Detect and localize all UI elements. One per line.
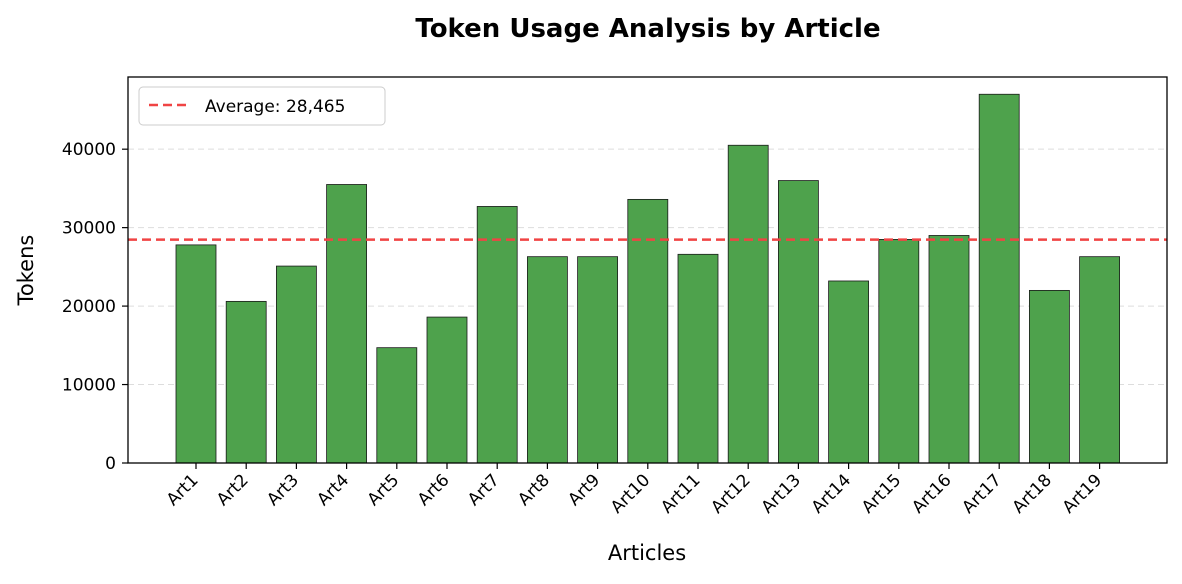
bar-art4 (326, 184, 368, 464)
x-tick-label: Art10 (607, 470, 654, 517)
x-tick-label: Art6 (414, 470, 454, 510)
x-tick-label: Art3 (263, 470, 303, 510)
x-tick-label: Art15 (858, 470, 905, 517)
x-axis: Art1 Art2 Art3 Art4 Art5 Art6 Art7 Art8 Art9 Art1… (163, 463, 1106, 518)
y-tick-label: 20000 (62, 297, 116, 317)
bar-art6 (426, 316, 468, 464)
bar-art15 (878, 239, 920, 464)
y-axis: 0 10000 20000 30000 40000 (62, 140, 128, 474)
x-tick-label: Art17 (958, 470, 1005, 517)
bar-art13 (778, 180, 819, 464)
x-tick-label: Art9 (564, 470, 604, 510)
x-tick-label: Art8 (514, 470, 554, 510)
bar-art11 (677, 253, 719, 464)
x-tick-label: Art1 (163, 470, 203, 510)
x-tick-label: Art2 (213, 470, 253, 510)
chart-title: Token Usage Analysis by Article (415, 14, 880, 44)
y-tick-label: 40000 (62, 140, 116, 160)
x-tick-label: Art12 (707, 470, 754, 517)
y-tick-label: 10000 (62, 376, 116, 396)
y-tick-label: 0 (105, 454, 116, 474)
bar-art7 (476, 206, 518, 464)
bar-art10 (627, 198, 669, 464)
x-tick-label: Art13 (758, 470, 805, 517)
bar-art14 (828, 280, 869, 464)
x-tick-label: Art7 (464, 470, 504, 510)
bar-art12 (727, 144, 769, 464)
bar-art2 (225, 300, 267, 464)
bar-art19 (1079, 256, 1120, 464)
legend-average-label: Average: 28,465 (205, 97, 345, 117)
x-tick-label: Art11 (657, 470, 704, 517)
x-axis-label: Articles (608, 541, 686, 565)
x-tick-label: Art4 (313, 470, 353, 510)
bar-art3 (275, 265, 317, 464)
bar-art5 (376, 347, 418, 464)
bar-art9 (577, 256, 618, 464)
bar-art1 (175, 244, 217, 464)
bar-art8 (527, 256, 568, 464)
bar-art16 (928, 235, 970, 464)
legend: Average: 28,465 (138, 86, 386, 126)
bars (175, 93, 1120, 464)
x-tick-label: Art14 (808, 470, 855, 517)
bar-art17 (978, 93, 1020, 464)
x-tick-label: Art16 (908, 470, 955, 517)
x-tick-label: Art19 (1059, 470, 1106, 517)
x-tick-label: Art5 (364, 470, 404, 510)
bar-art18 (1029, 289, 1070, 464)
y-axis-label: Tokens (14, 235, 38, 307)
x-tick-label: Art18 (1009, 470, 1056, 517)
legend-box (138, 86, 386, 126)
y-tick-label: 30000 (62, 219, 116, 239)
